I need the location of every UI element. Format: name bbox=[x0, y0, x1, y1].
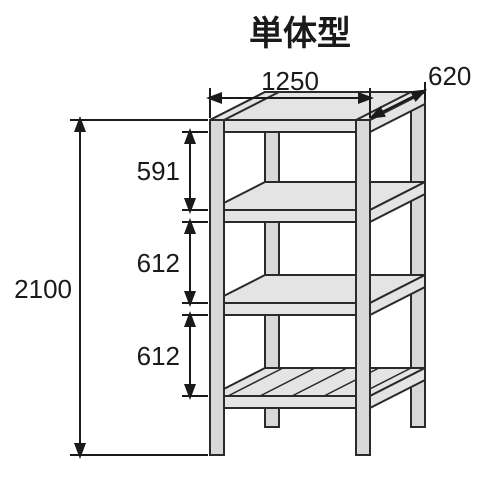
post-front-left bbox=[210, 120, 224, 455]
dim-gap-mid: 612 bbox=[137, 222, 208, 303]
dim-total-height-label: 2100 bbox=[14, 274, 72, 304]
dim-gap-top: 591 bbox=[137, 132, 208, 210]
shelf-diagram: 単体型 bbox=[0, 0, 500, 500]
dim-width-label: 1250 bbox=[261, 66, 319, 96]
shelf-2 bbox=[210, 182, 425, 222]
diagram-title: 単体型 bbox=[249, 15, 351, 53]
shelf-4 bbox=[210, 368, 425, 408]
dim-gap-mid-label: 612 bbox=[137, 248, 180, 278]
dim-gap-top-label: 591 bbox=[137, 156, 180, 186]
dim-depth-label: 620 bbox=[428, 61, 471, 91]
dim-gap-bottom-label: 612 bbox=[137, 341, 180, 371]
dim-gap-bottom: 612 bbox=[137, 315, 208, 396]
shelf-3 bbox=[210, 275, 425, 315]
post-front-right bbox=[356, 120, 370, 455]
